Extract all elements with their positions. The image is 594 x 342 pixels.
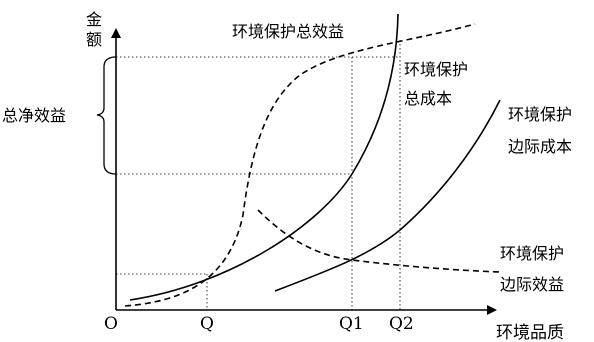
total-benefit-label: 环境保护总效益	[232, 22, 344, 41]
marginal-cost-label-line1: 环境保护	[508, 105, 572, 124]
tick-label-q: Q	[200, 314, 214, 334]
total-benefit-curve	[124, 23, 476, 307]
marginal-benefit-label-line1: 环境保护	[500, 244, 564, 263]
origin-label: O	[104, 314, 118, 334]
marginal-benefit-label-line2: 边际效益	[500, 275, 564, 294]
marginal-cost-label-line2: 边际成本	[508, 137, 572, 156]
x-axis-label: 环境品质	[496, 323, 564, 342]
total-cost-label-line1: 环境保护	[404, 60, 468, 79]
total-cost-label-line2: 总成本	[404, 89, 452, 108]
tick-label-q2: Q2	[389, 314, 414, 334]
y-axis-label-top: 金	[86, 10, 102, 29]
marginal-benefit-curve	[257, 209, 501, 273]
total-cost-curve	[129, 13, 399, 301]
marginal-cost-curve	[274, 99, 501, 292]
tick-label-q1: Q1	[339, 314, 364, 334]
y-axis-label-bottom: 额	[86, 30, 102, 49]
net-benefit-bracket	[96, 56, 117, 175]
net-benefit-label: 总净效益	[2, 106, 66, 125]
